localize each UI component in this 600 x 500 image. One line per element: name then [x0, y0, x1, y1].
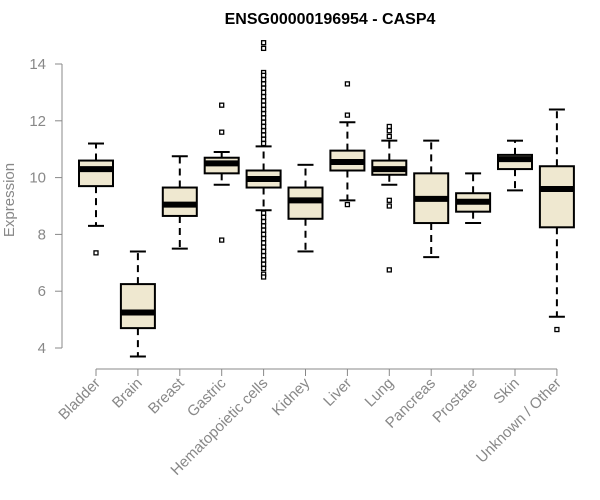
box-unknown-other — [538, 108, 575, 333]
outlier-point — [260, 89, 267, 96]
outlier-point — [344, 112, 351, 118]
outlier-point — [260, 257, 267, 263]
outlier-point — [386, 133, 392, 140]
category-label: Liver — [320, 375, 355, 410]
outlier-point — [260, 236, 267, 242]
box-breast — [161, 155, 198, 250]
outlier-point — [386, 203, 392, 209]
outlier-point — [386, 128, 392, 134]
box-liver — [329, 81, 366, 208]
outlier-point — [260, 72, 267, 79]
outlier-point — [386, 123, 392, 130]
y-ticks: 4 6 8 10 12 14 — [29, 56, 62, 357]
outlier-point — [260, 94, 267, 100]
box-skin — [497, 139, 533, 192]
outlier-point — [260, 274, 267, 280]
outlier-point — [386, 197, 392, 203]
outlier-point — [260, 98, 267, 104]
y-tick-label: 4 — [38, 340, 46, 357]
outlier-point — [260, 85, 267, 91]
outlier-point — [260, 261, 267, 267]
outlier-point — [344, 81, 351, 87]
outlier-point — [260, 111, 267, 117]
box-brain — [119, 250, 156, 358]
outlier-point — [260, 106, 267, 113]
y-tick-label: 14 — [29, 56, 46, 73]
box-iqr — [119, 283, 156, 330]
category-label: Prostate — [429, 375, 481, 427]
box-kidney — [287, 163, 324, 253]
outlier-point — [260, 218, 267, 225]
y-tick-label: 10 — [29, 170, 46, 187]
outlier-point — [219, 237, 225, 243]
outlier-point — [260, 210, 267, 216]
chart-title: ENSG00000196954 - CASP4 — [225, 11, 436, 28]
outlier-point — [93, 250, 99, 256]
outlier-point — [554, 326, 560, 333]
outlier-point — [260, 123, 267, 130]
outlier-point — [260, 136, 267, 142]
outlier-point — [260, 244, 267, 250]
outlier-point — [260, 227, 267, 233]
outlier-point — [260, 115, 267, 121]
outlier-point — [260, 248, 267, 255]
outlier-point — [260, 140, 267, 147]
outlier-point — [260, 45, 267, 52]
box-lung — [371, 123, 408, 273]
category-label: Breast — [145, 374, 188, 417]
y-tick-label: 12 — [29, 113, 46, 130]
outlier-point — [260, 40, 267, 46]
boxes-layer — [78, 40, 575, 358]
outlier-point — [260, 102, 267, 108]
outlier-point — [260, 253, 267, 259]
category-label: Lung — [362, 375, 398, 411]
category-label: Kidney — [269, 374, 314, 419]
outlier-point — [260, 128, 267, 134]
category-label: Bladder — [55, 375, 104, 424]
outlier-point — [219, 129, 225, 135]
box-gastric — [203, 102, 240, 243]
category-label: Skin — [490, 375, 523, 408]
box-pancreas — [413, 139, 450, 259]
category-label: Brain — [109, 375, 146, 412]
box-bladder — [78, 142, 114, 256]
outlier-point — [260, 132, 267, 138]
y-axis-label: Expression — [1, 163, 18, 237]
outlier-point — [219, 102, 225, 108]
outlier-point — [260, 119, 267, 125]
outlier-point — [260, 265, 267, 272]
box-hematopoietic-cells — [245, 40, 282, 280]
outlier-point — [260, 76, 267, 83]
outlier-point — [386, 267, 392, 273]
y-tick-label: 8 — [38, 226, 46, 243]
outlier-point — [260, 81, 267, 87]
outlier-point — [260, 231, 267, 238]
box-prostate — [455, 172, 492, 225]
box-iqr — [538, 165, 575, 229]
outlier-point — [260, 240, 267, 246]
outlier-point — [260, 223, 267, 229]
outlier-point — [344, 201, 351, 208]
outlier-point — [260, 214, 267, 221]
y-tick-label: 6 — [38, 283, 46, 300]
box-iqr — [78, 159, 114, 188]
